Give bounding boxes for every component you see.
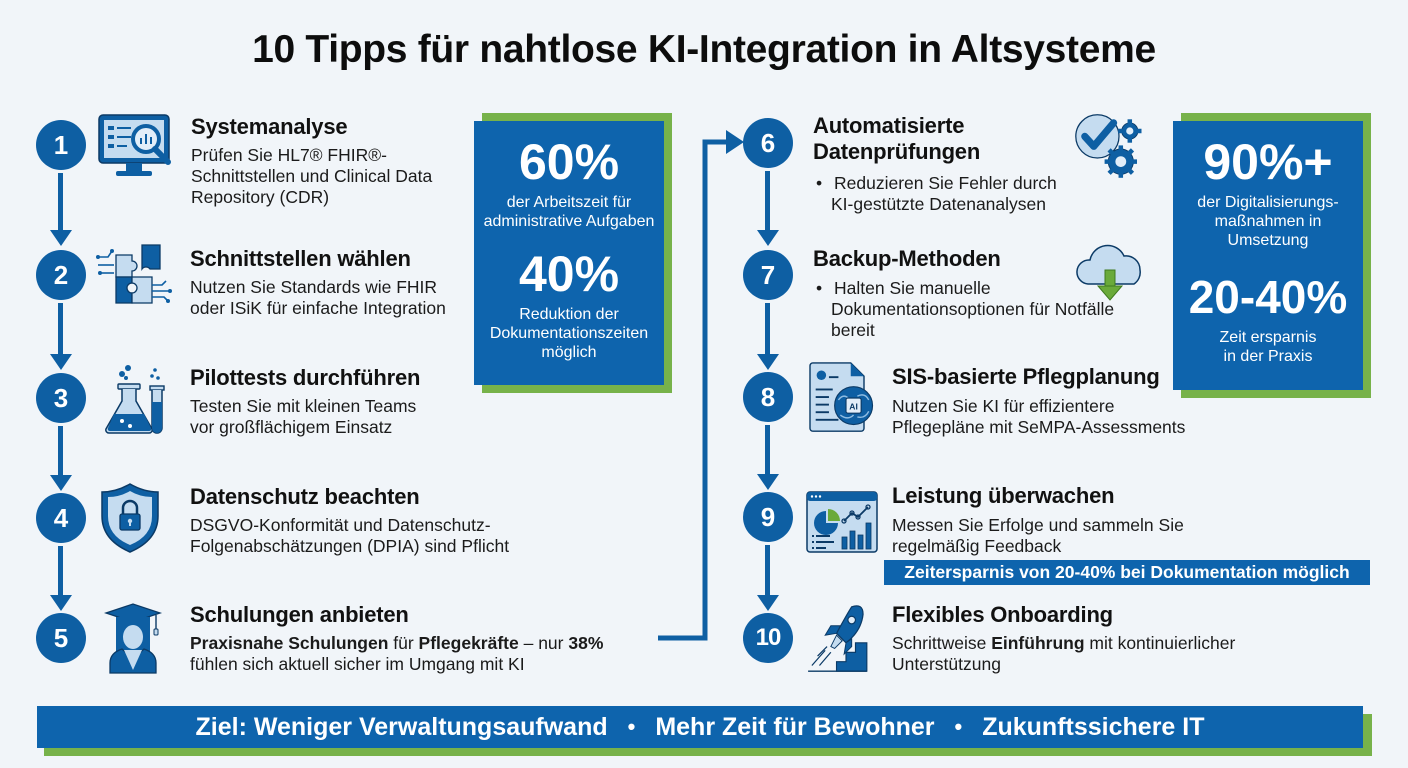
stat-label: Reduktion der Dokumentationszeiten mögli… xyxy=(489,306,649,361)
flow-arrow-6-7 xyxy=(765,171,770,233)
monitor-magnifier-icon xyxy=(98,114,171,176)
step-number-1: 1 xyxy=(36,120,86,170)
step-3-description: Testen Sie mit kleinen Teams vor großflä… xyxy=(190,396,417,437)
step-number-4: 4 xyxy=(36,493,86,543)
arrow-head-icon xyxy=(50,595,72,611)
step-number-5: 5 xyxy=(36,613,86,663)
stat-box-left: 60% der Arbeitszeit für administrative A… xyxy=(474,121,664,385)
analytics-dashboard-icon xyxy=(806,491,878,553)
step-2-description: Nutzen Sie Standards wie FHIR oder ISiK … xyxy=(190,277,446,318)
arrow-head-icon xyxy=(757,230,779,246)
puzzle-circuit-icon xyxy=(96,244,172,304)
step-6-description: • Reduzieren Sie Fehler durch KI-gestützt… xyxy=(816,173,1057,214)
step-8-description: Nutzen Sie KI für effizientere Pflegeplä… xyxy=(892,396,1186,437)
connector-arrow-5-to-6 xyxy=(658,130,744,641)
flow-arrow-9-10 xyxy=(765,545,770,598)
step-5-title: Schulungen anbieten xyxy=(190,602,409,627)
step-1-title: Systemanalyse xyxy=(191,114,348,139)
stat-value: 40% xyxy=(518,246,620,302)
step-9-title: Leistung überwachen xyxy=(892,483,1115,508)
stat-value: 20-40% xyxy=(1188,271,1348,323)
graduate-icon xyxy=(104,603,163,674)
rocket-stairs-icon xyxy=(808,605,868,672)
stat-box-right: 90%+ der Digitalisierungs- maßnahmen in … xyxy=(1173,121,1363,390)
stat-label: der Digitalisierungs- maßnahmen in Umset… xyxy=(1197,194,1339,249)
step-number-10: 10 xyxy=(743,613,793,663)
time-saving-highlight: Zeitersparnis von 20-40% bei Dokumentati… xyxy=(884,560,1370,585)
stat-value: 90%+ xyxy=(1203,134,1333,190)
step-2-title: Schnittstellen wählen xyxy=(190,246,411,271)
footer-banner: Ziel: Weniger Verwaltungsaufwand • Mehr … xyxy=(37,706,1363,748)
step-number-2: 2 xyxy=(36,250,86,300)
step-9-description: Messen Sie Erfolge und sammeln Sie regel… xyxy=(892,515,1184,556)
arrow-head-icon xyxy=(50,230,72,246)
step-4-description: DSGVO-Konformität und Datenschutz- Folge… xyxy=(190,515,510,556)
step-number-7: 7 xyxy=(743,250,793,300)
arrow-head-icon xyxy=(50,354,72,370)
step-number-6: 6 xyxy=(743,118,793,168)
shield-lock-icon xyxy=(101,483,159,553)
flow-arrow-3-4 xyxy=(58,426,63,478)
check-gears-icon xyxy=(1075,114,1142,178)
step-1-description: Prüfen Sie HL7® FHIR®- Schnittstellen un… xyxy=(191,145,433,207)
step-5-description: Praxisnahe Schulungen für Pflegekräfte –… xyxy=(190,633,604,674)
stat-label: Zeit ersparnis in der Praxis xyxy=(1219,329,1317,365)
footer-separator: • xyxy=(954,714,963,739)
arrow-head-icon xyxy=(757,595,779,611)
stat-value: 60% xyxy=(518,134,620,190)
step-4-title: Datenschutz beachten xyxy=(190,484,420,509)
footer-separator: • xyxy=(627,714,636,739)
footer-goal-1: Ziel: Weniger Verwaltungsaufwand xyxy=(195,712,608,741)
footer-goal-3: Zukunftssichere IT xyxy=(982,712,1205,741)
ai-document-icon: AI xyxy=(809,362,874,432)
step-number-8: 8 xyxy=(743,372,793,422)
cloud-download-icon xyxy=(1076,244,1141,301)
step-10-title: Flexibles Onboarding xyxy=(892,602,1113,627)
stat-label: der Arbeitszeit für administrative Aufga… xyxy=(483,194,655,230)
arrow-head-icon xyxy=(757,354,779,370)
step-6-title: Automatisierte Datenprüfungen xyxy=(813,113,981,164)
step-8-title: SIS-basierte Pflegplanung xyxy=(892,364,1160,389)
footer-goal-2: Mehr Zeit für Bewohner xyxy=(655,712,935,741)
svg-text:AI: AI xyxy=(849,401,858,411)
step-7-title: Backup-Methoden xyxy=(813,246,1001,271)
arrow-head-icon xyxy=(757,474,779,490)
flow-arrow-7-8 xyxy=(765,303,770,357)
flow-arrow-8-9 xyxy=(765,425,770,477)
page-title: 10 Tipps für nahtlose KI-Integration in … xyxy=(252,28,1156,71)
flow-arrow-4-5 xyxy=(58,546,63,598)
lab-flask-icon xyxy=(105,365,165,434)
step-number-9: 9 xyxy=(743,492,793,542)
step-10-description: Schrittweise Einführung mit kontinuierli… xyxy=(892,633,1236,674)
arrow-head-icon xyxy=(50,475,72,491)
step-7-description: • Halten Sie manuelle Dokumentationsoptio… xyxy=(816,278,1115,340)
flow-arrow-1-2 xyxy=(58,173,63,233)
step-3-title: Pilottests durchführen xyxy=(190,365,421,390)
step-number-3: 3 xyxy=(36,373,86,423)
flow-arrow-2-3 xyxy=(58,303,63,357)
